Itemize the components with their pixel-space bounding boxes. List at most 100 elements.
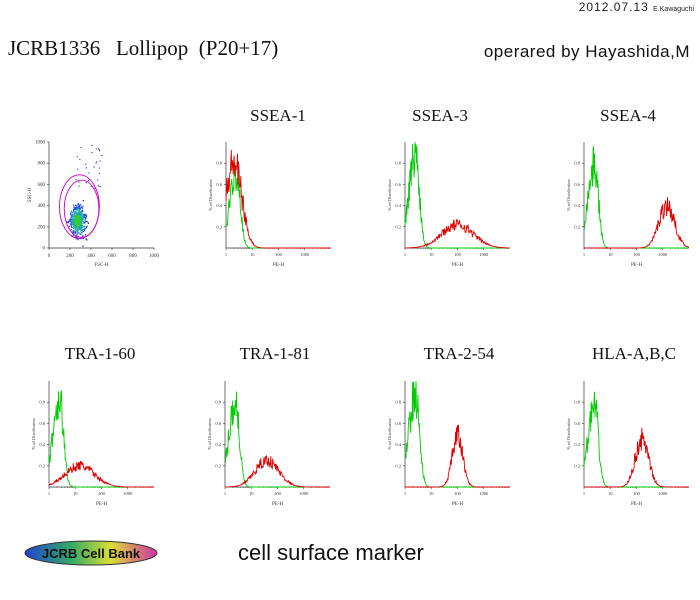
scatter-point	[73, 211, 76, 213]
scatter-point	[98, 167, 100, 169]
scatter-point	[98, 148, 100, 150]
scatter-point	[82, 220, 84, 222]
scatter-point	[75, 216, 77, 218]
scatter-point	[73, 222, 75, 225]
scatter-point	[80, 215, 82, 217]
scatter-point	[85, 167, 87, 169]
scatter-point	[77, 231, 79, 233]
y-axis-label: % of Distribution	[387, 418, 392, 450]
scatter-point	[79, 208, 82, 210]
scatter-point	[71, 226, 73, 228]
scatter-point	[71, 221, 73, 223]
scatter-point	[81, 235, 83, 238]
y-tick-label: 0.8	[215, 400, 221, 405]
panel-0: 0 200 400 600 800 1000 0 200 400 600 800 1000 FSC-H S…	[28, 141, 160, 269]
scatter-point	[72, 218, 74, 220]
scatter-point	[72, 232, 74, 234]
x-tick-label: 10	[608, 491, 613, 496]
y-tick-label: 0.6	[574, 182, 580, 187]
scatter-point	[70, 219, 73, 221]
scatter-point	[76, 206, 78, 209]
x-tick-label: 1	[48, 491, 50, 496]
y-tick-label: 0.6	[395, 421, 401, 426]
scatter-point	[91, 151, 93, 153]
y-tick-label: 0.8	[574, 400, 580, 405]
scatter-point	[75, 209, 77, 211]
scatter-point	[80, 211, 82, 213]
y-tick-label: 0.2	[395, 224, 401, 229]
scatter-point	[78, 224, 80, 226]
scatter-point	[99, 160, 101, 162]
scatter-point	[99, 185, 101, 187]
scatter-point	[78, 203, 80, 205]
author-text: E.Kawaguchi	[653, 6, 694, 13]
scatter-point	[75, 219, 77, 221]
scatter-point	[76, 234, 78, 236]
y-tick-label: 0.2	[574, 463, 580, 468]
scatter-point	[79, 225, 82, 227]
x-tick-label: 1000	[658, 252, 668, 257]
scatter-point	[77, 232, 79, 234]
scatter-point	[75, 207, 77, 209]
scatter-point	[84, 217, 86, 219]
scatter-point	[78, 216, 80, 218]
y-tick-label: 600	[38, 183, 46, 188]
panel-6: 1 10 100 1000 0.8 0.6 0.4 0.2 PE-H % of Distribut…	[387, 380, 510, 507]
marker-histogram-line	[48, 460, 154, 488]
y-axis-label: % of Distribution	[566, 418, 571, 450]
scatter-point	[78, 219, 81, 221]
y-tick-label: 0.6	[215, 421, 221, 426]
x-tick-label: 400	[87, 254, 95, 259]
x-tick-label: 1	[583, 252, 585, 257]
scatter-point	[93, 166, 95, 168]
scatter-point	[73, 222, 75, 224]
scatter-point	[97, 179, 99, 181]
x-tick-label: 1	[224, 491, 226, 496]
scatter-point	[73, 207, 75, 209]
scatter-point	[80, 227, 83, 230]
scatter-point	[85, 225, 88, 228]
scatter-point	[77, 203, 79, 205]
scatter-point	[86, 215, 88, 217]
panel-5: 1 10 100 1000 0.8 0.6 0.4 0.2 PE-H % of Distribut…	[207, 381, 330, 507]
scatter-point	[81, 210, 83, 212]
date-text: 2012.07.13	[578, 0, 649, 14]
scatter-point	[98, 185, 100, 187]
scatter-point	[75, 215, 78, 217]
scatter-point	[95, 162, 97, 164]
scatter-point	[73, 210, 75, 213]
scatter-point	[78, 212, 80, 214]
scatter-point	[74, 230, 77, 232]
scatter-point	[72, 226, 74, 228]
panel-7: 1 10 100 1000 0.8 0.6 0.4 0.2 PE-H % of Distribut…	[566, 381, 689, 507]
jcrb-cell-bank-logo: JCRB Cell Bank	[24, 540, 158, 566]
scatter-point	[85, 214, 87, 216]
scatter-point	[76, 218, 78, 220]
scatter-point	[73, 231, 75, 233]
scatter-point	[95, 148, 97, 150]
scatter-point	[75, 231, 77, 233]
scatter-point	[74, 214, 76, 216]
scatter-point	[81, 209, 83, 212]
scatter-point	[71, 216, 73, 218]
scatter-point	[73, 226, 75, 228]
scatter-point	[75, 238, 77, 240]
scatter-point	[71, 217, 73, 219]
scatter-point	[74, 220, 76, 222]
x-axis-label: PE-H	[631, 263, 643, 268]
gate-ellipse	[59, 174, 100, 239]
scatter-point	[86, 239, 88, 241]
scatter-point	[80, 226, 82, 229]
x-axis-label: PE-H	[96, 502, 108, 507]
y-tick-label: 0.8	[39, 400, 45, 405]
scatter-point	[74, 207, 77, 210]
scatter-point	[83, 225, 85, 227]
scatter-point	[84, 222, 86, 224]
scatter-point	[81, 231, 83, 234]
scatter-point	[85, 163, 87, 165]
x-tick-label: 100	[454, 252, 462, 257]
logo-text: JCRB Cell Bank	[42, 546, 141, 561]
scatter-point	[71, 211, 73, 214]
page-title: JCRB1336 Lollipop (P20+17)	[8, 36, 279, 60]
y-tick-label: 0.2	[574, 224, 580, 229]
